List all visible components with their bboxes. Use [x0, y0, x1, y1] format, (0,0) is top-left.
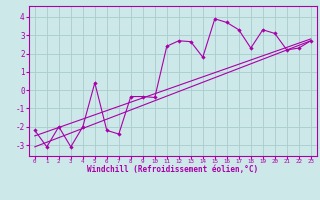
X-axis label: Windchill (Refroidissement éolien,°C): Windchill (Refroidissement éolien,°C) — [87, 165, 258, 174]
